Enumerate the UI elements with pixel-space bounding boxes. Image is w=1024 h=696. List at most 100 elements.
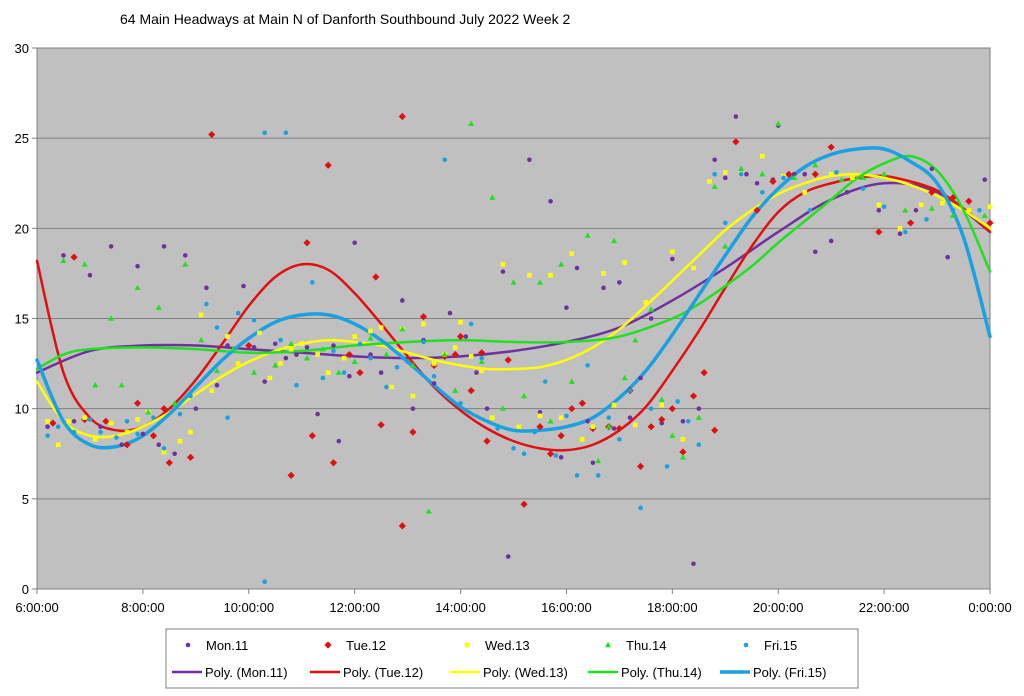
x-tick-label: 14:00:00 bbox=[435, 600, 486, 615]
data-point bbox=[489, 194, 496, 200]
x-tick-label: 20:00:00 bbox=[753, 600, 804, 615]
data-point bbox=[536, 279, 543, 285]
data-point bbox=[398, 112, 406, 121]
data-point bbox=[310, 280, 315, 285]
data-point bbox=[118, 382, 125, 388]
data-point bbox=[490, 415, 495, 420]
legend-label: Tue.12 bbox=[346, 638, 386, 653]
trendline-fri-15 bbox=[35, 146, 992, 450]
data-point bbox=[940, 200, 945, 206]
data-point bbox=[670, 249, 675, 255]
data-point bbox=[521, 451, 527, 457]
data-point bbox=[335, 369, 342, 375]
data-point bbox=[811, 170, 819, 178]
data-point bbox=[828, 171, 834, 177]
data-point bbox=[732, 138, 740, 146]
data-point bbox=[658, 396, 665, 402]
data-point bbox=[791, 174, 798, 181]
data-point bbox=[409, 362, 416, 368]
data-point bbox=[850, 175, 855, 181]
data-point bbox=[161, 449, 167, 455]
data-point bbox=[510, 279, 517, 285]
data-point bbox=[500, 262, 506, 267]
data-point bbox=[315, 411, 320, 417]
data-point bbox=[483, 437, 491, 445]
data-point bbox=[145, 409, 152, 415]
data-point bbox=[267, 375, 273, 381]
data-point bbox=[193, 406, 199, 411]
legend-label: Poly. (Fri.15) bbox=[753, 665, 826, 680]
data-point bbox=[98, 429, 103, 435]
data-point bbox=[860, 186, 866, 191]
data-point bbox=[595, 457, 602, 464]
data-point bbox=[611, 402, 617, 408]
data-point bbox=[294, 382, 299, 388]
data-point bbox=[738, 171, 744, 177]
data-point bbox=[658, 415, 666, 424]
data-point bbox=[537, 413, 543, 419]
data-point bbox=[638, 505, 643, 511]
data-point bbox=[156, 442, 162, 448]
data-point bbox=[807, 208, 813, 213]
data-point bbox=[696, 406, 702, 411]
legend-marker bbox=[743, 642, 749, 648]
data-point bbox=[548, 198, 553, 204]
data-point bbox=[495, 426, 500, 431]
chart-title: 64 Main Headways at Main N of Danforth S… bbox=[120, 11, 571, 27]
data-point bbox=[225, 334, 230, 339]
data-point bbox=[409, 428, 417, 436]
data-point bbox=[527, 272, 532, 278]
data-point bbox=[754, 180, 760, 186]
data-point bbox=[81, 261, 88, 267]
data-point bbox=[987, 204, 993, 209]
data-point bbox=[621, 374, 628, 381]
series-wed-13 bbox=[45, 153, 993, 455]
data-point bbox=[669, 432, 676, 438]
data-point bbox=[838, 176, 845, 182]
y-tick-label: 0 bbox=[22, 582, 29, 597]
data-point bbox=[802, 189, 807, 195]
data-point bbox=[45, 433, 50, 439]
data-point bbox=[204, 285, 209, 291]
data-point bbox=[60, 257, 67, 263]
data-point bbox=[320, 375, 326, 381]
data-point bbox=[504, 356, 512, 364]
data-point bbox=[950, 208, 956, 213]
data-point bbox=[781, 175, 786, 181]
data-point bbox=[659, 402, 665, 408]
data-point bbox=[977, 208, 982, 213]
data-point bbox=[251, 345, 257, 350]
data-point bbox=[585, 363, 590, 368]
data-point bbox=[700, 369, 708, 377]
data-point bbox=[902, 229, 908, 235]
data-point bbox=[209, 388, 215, 393]
data-point bbox=[304, 345, 310, 350]
data-point bbox=[160, 405, 168, 413]
data-point bbox=[965, 197, 973, 205]
data-point bbox=[557, 432, 565, 440]
data-point bbox=[558, 415, 564, 420]
data-point bbox=[601, 271, 606, 276]
data-point bbox=[474, 370, 479, 375]
data-point bbox=[324, 161, 332, 169]
legend-label: Thu.14 bbox=[626, 638, 666, 653]
data-point bbox=[303, 239, 311, 247]
data-point bbox=[627, 415, 633, 420]
data-point bbox=[114, 435, 119, 440]
data-point bbox=[431, 381, 437, 386]
data-point bbox=[568, 405, 576, 413]
data-point bbox=[161, 244, 167, 249]
data-point bbox=[668, 405, 676, 413]
data-point bbox=[458, 319, 463, 325]
y-tick-label: 5 bbox=[22, 492, 29, 507]
data-point bbox=[124, 429, 130, 435]
data-point bbox=[574, 265, 580, 271]
data-point bbox=[981, 212, 988, 218]
data-point bbox=[611, 426, 617, 431]
trendline-tue-12 bbox=[35, 174, 992, 452]
data-point bbox=[685, 418, 691, 424]
data-point bbox=[627, 388, 633, 393]
data-point bbox=[421, 339, 426, 345]
data-point bbox=[367, 335, 374, 341]
